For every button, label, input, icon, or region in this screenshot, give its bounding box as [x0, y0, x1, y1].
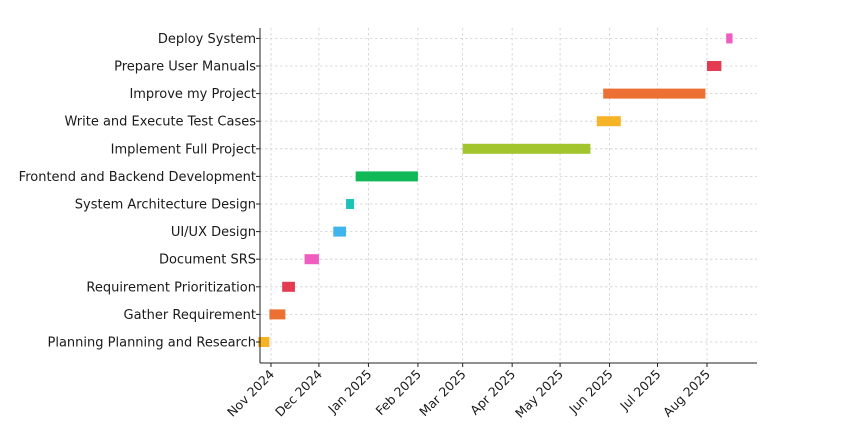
task-label: Gather Requirement — [124, 308, 256, 323]
task-label: System Architecture Design — [75, 198, 256, 213]
task-bar — [726, 33, 733, 44]
task-bar — [282, 281, 295, 292]
task-label: Improve my Project — [129, 87, 256, 102]
task-bars — [258, 33, 733, 347]
y-axis-ticks — [256, 37, 260, 343]
x-tick-label: Jul 2025 — [616, 367, 663, 414]
task-bar — [333, 226, 347, 237]
task-label: Implement Full Project — [111, 142, 256, 157]
grid-lines — [260, 28, 757, 363]
x-tick-label: Jan 2025 — [324, 367, 374, 417]
task-bar — [346, 199, 355, 209]
x-axis-ticks — [270, 363, 708, 367]
task-bar — [304, 254, 319, 265]
task-bar — [462, 143, 591, 154]
task-bar — [596, 116, 621, 127]
x-tick-label: Nov 2024 — [224, 366, 277, 419]
task-labels: Planning Planning and Research Gather Req… — [19, 32, 257, 351]
task-label: Prepare User Manuals — [114, 60, 256, 75]
x-tick-label: Dec 2024 — [272, 366, 325, 419]
task-label: Requirement Prioritization — [86, 280, 256, 295]
task-label: UI/UX Design — [171, 225, 256, 240]
task-bar — [355, 171, 418, 182]
task-label: Document SRS — [159, 253, 256, 268]
task-bar — [603, 88, 706, 99]
task-bar — [258, 337, 270, 347]
x-tick-label: Jun 2025 — [565, 367, 615, 417]
x-tick-label: Mar 2025 — [416, 367, 469, 420]
task-label: Deploy System — [158, 32, 256, 47]
task-label: Planning Planning and Research — [48, 336, 256, 351]
task-bar — [707, 61, 722, 71]
x-tick-label: Apr 2025 — [467, 367, 518, 418]
x-tick-label: Aug 2025 — [660, 367, 713, 420]
task-label: Write and Execute Test Cases — [65, 115, 257, 130]
x-tick-label: Feb 2025 — [372, 367, 424, 419]
task-label: Frontend and Backend Development — [19, 170, 256, 185]
x-tick-label: May 2025 — [512, 367, 566, 421]
task-bar — [269, 309, 286, 320]
